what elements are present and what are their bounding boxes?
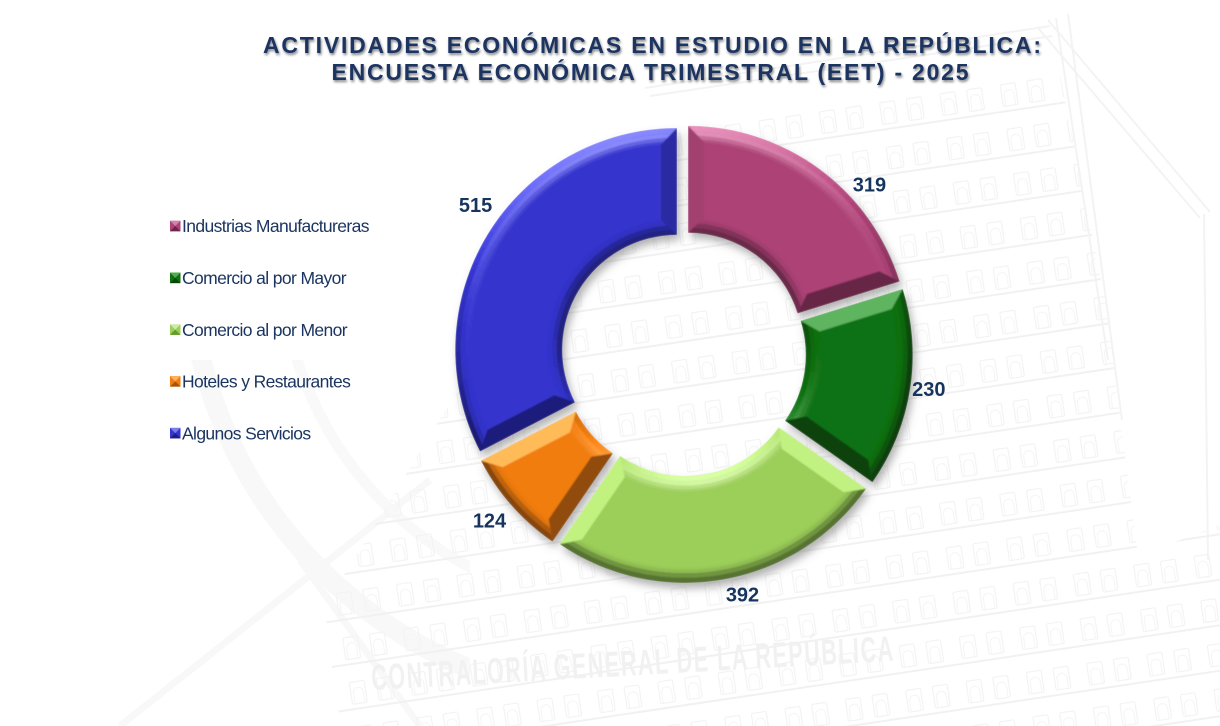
svg-text:Comercio al por Menor: Comercio al por Menor: [182, 320, 348, 340]
svg-text:ENCUESTA ECONÓMICA TRIMESTRAL: ENCUESTA ECONÓMICA TRIMESTRAL (EET) - 20…: [332, 58, 969, 85]
svg-text:392: 392: [726, 584, 759, 606]
svg-text:Algunos Servicios: Algunos Servicios: [182, 423, 311, 443]
svg-text:124: 124: [473, 510, 507, 532]
svg-text:Hoteles y Restaurantes: Hoteles y Restaurantes: [182, 372, 351, 392]
svg-text:Industrias Manufactureras: Industrias Manufactureras: [182, 216, 370, 236]
svg-text:319: 319: [853, 174, 886, 196]
svg-text:515: 515: [459, 195, 492, 217]
svg-text:ACTIVIDADES ECONÓMICAS EN ESTU: ACTIVIDADES ECONÓMICAS EN ESTUDIO EN LA …: [263, 31, 1041, 58]
svg-text:230: 230: [912, 379, 945, 401]
svg-text:Comercio al por Mayor: Comercio al por Mayor: [182, 268, 347, 288]
